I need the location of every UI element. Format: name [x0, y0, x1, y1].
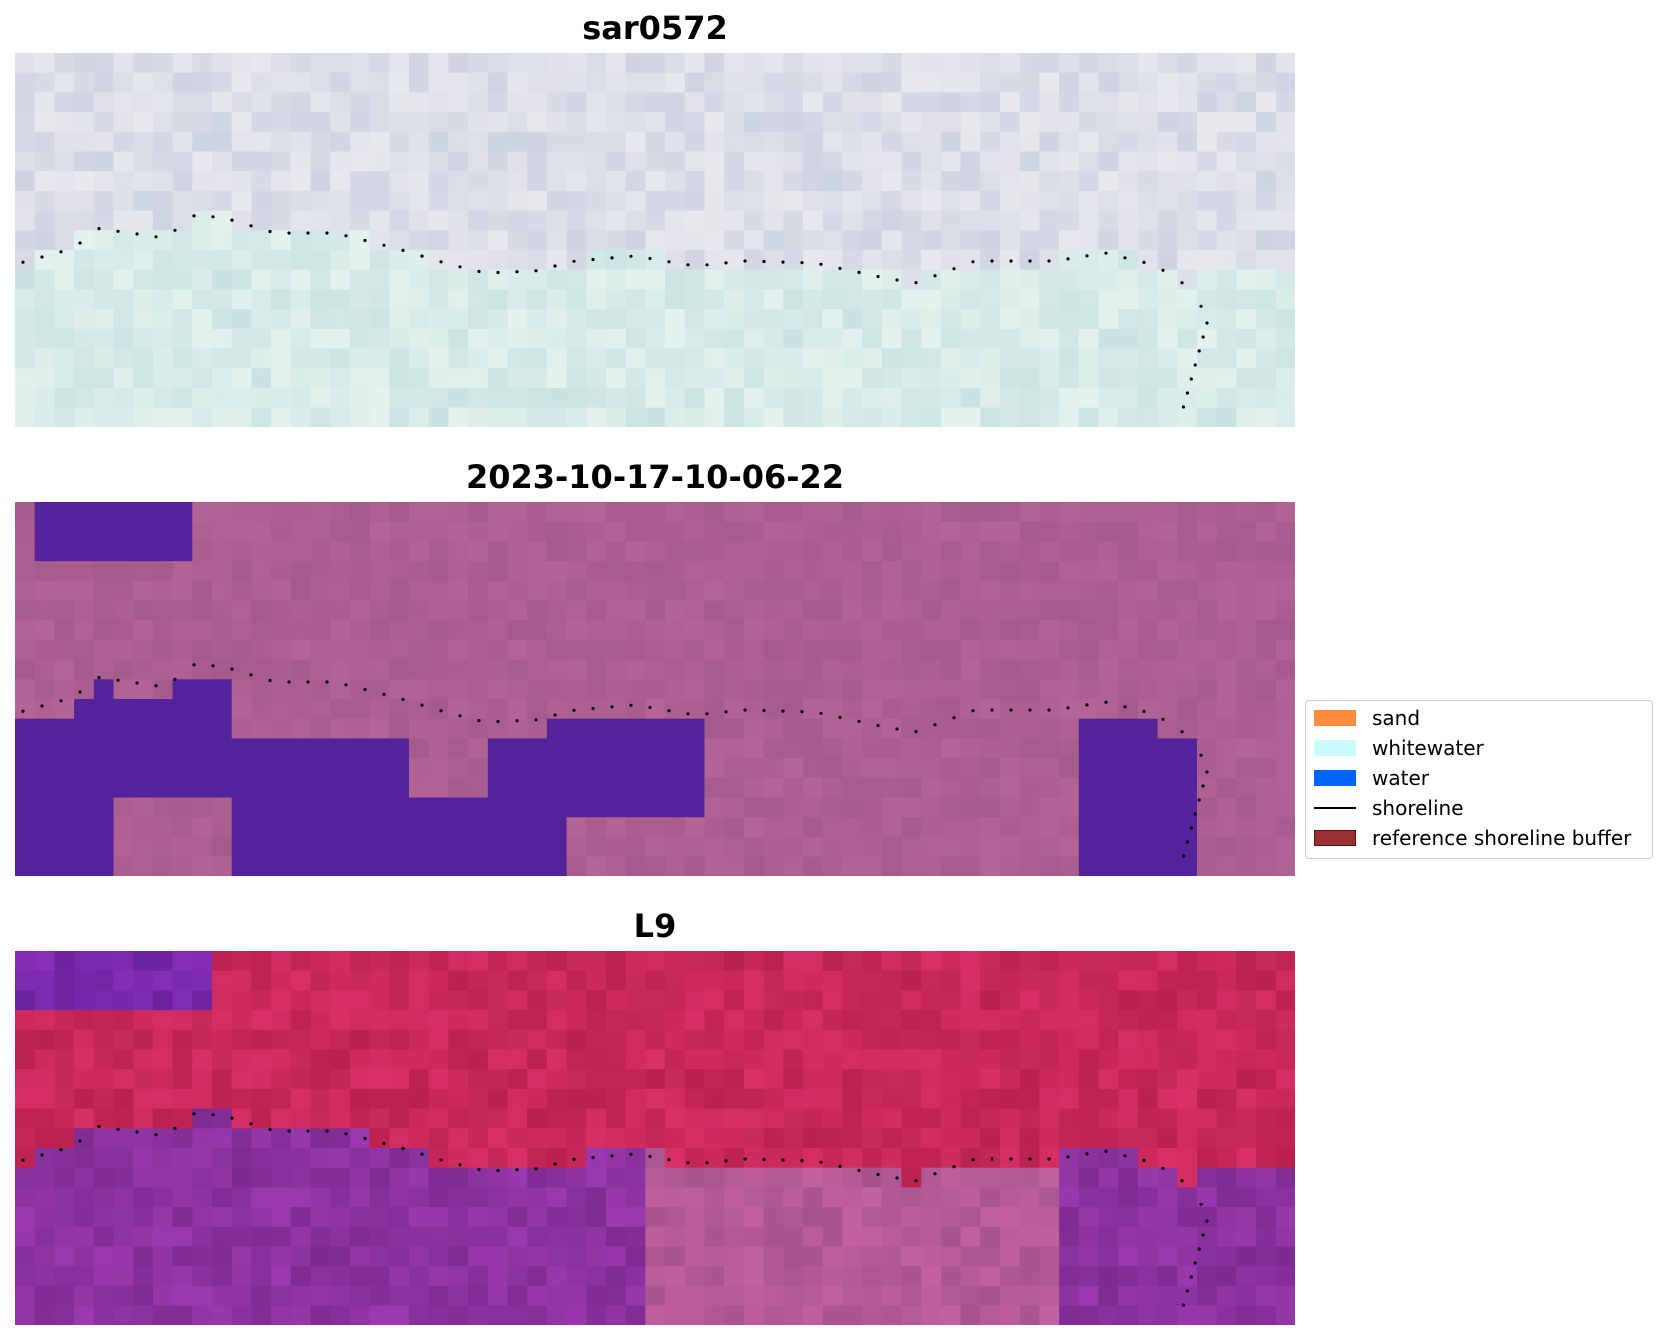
legend-item-buffer: reference shoreline buffer	[1314, 825, 1631, 851]
legend-item-shoreline: shoreline	[1314, 795, 1464, 821]
rgb-image	[15, 53, 1295, 427]
legend-label-sand: sand	[1372, 706, 1421, 730]
pixel-mosaic	[15, 951, 1295, 1325]
shoreline-dots	[21, 214, 1209, 409]
panel-title-sar0572: sar0572	[582, 9, 728, 47]
whitewater-swatch	[1314, 740, 1356, 756]
legend-item-whitewater: whitewater	[1314, 735, 1484, 761]
index-image-panel	[15, 951, 1295, 1325]
shoreline-line-swatch	[1314, 807, 1356, 809]
legend-item-water: water	[1314, 765, 1429, 791]
panel-title-satellite: L9	[633, 907, 677, 945]
legend-item-sand: sand	[1314, 705, 1420, 731]
shoreline-dots	[21, 1112, 1209, 1307]
sand-swatch	[1314, 710, 1356, 726]
classified-image-panel	[15, 502, 1295, 876]
shoreline-dots	[21, 663, 1209, 858]
legend-label-water: water	[1372, 766, 1429, 790]
legend: sand whitewater water shoreline referenc…	[1305, 700, 1653, 859]
legend-label-whitewater: whitewater	[1372, 736, 1484, 760]
panel-title-date: 2023-10-17-10-06-22	[465, 458, 845, 496]
classified-image	[15, 502, 1295, 876]
index-image	[15, 951, 1295, 1325]
legend-label-buffer: reference shoreline buffer	[1372, 826, 1632, 850]
rgb-image-panel	[15, 53, 1295, 427]
pixel-mosaic	[15, 502, 1295, 876]
pixel-mosaic	[15, 53, 1295, 427]
buffer-swatch	[1314, 830, 1356, 846]
legend-label-shoreline: shoreline	[1372, 796, 1464, 820]
water-swatch	[1314, 770, 1356, 786]
